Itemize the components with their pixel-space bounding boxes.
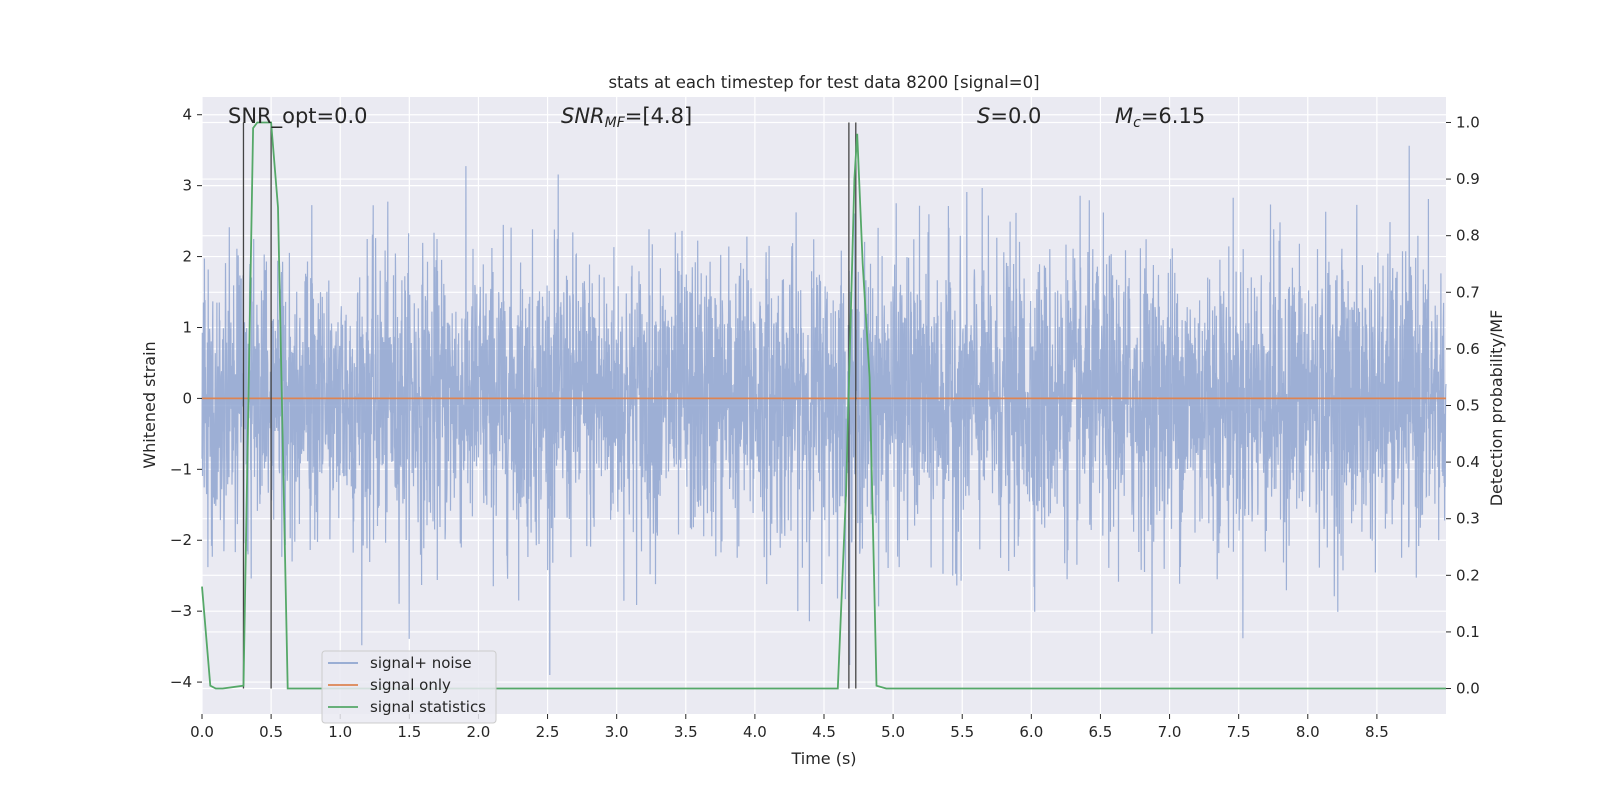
y-tick-label: 2	[182, 248, 192, 266]
y-axis-label: Whitened strain	[140, 341, 159, 468]
y2-tick-label: 0.4	[1456, 453, 1480, 471]
y2-tick-label: 0.5	[1456, 397, 1480, 415]
series-signal-statistics-line	[201, 121, 1446, 690]
x-tick-label: 7.0	[1158, 723, 1182, 741]
y-tick-label: −4	[170, 673, 192, 691]
x-tick-label: 2.0	[467, 723, 491, 741]
legend-label-signal-noise: signal+ noise	[370, 654, 472, 672]
annotation-mc: Mc=6.15	[1115, 104, 1205, 131]
y-tick-label: −3	[170, 602, 192, 620]
x-tick-label: 2.5	[536, 723, 560, 741]
x-tick-label: 6.5	[1089, 723, 1113, 741]
annotation-snr-opt: SNR_opt=0.0	[228, 104, 368, 129]
y2-tick-label: 0.7	[1456, 283, 1480, 301]
y-tick-label: −1	[170, 460, 192, 478]
x-tick-label: 8.5	[1365, 723, 1389, 741]
chart-title: stats at each timestep for test data 820…	[608, 73, 1039, 92]
annotation-s-main: S	[977, 104, 990, 128]
x-tick-label: 4.5	[812, 723, 836, 741]
x-tick-label: 8.0	[1296, 723, 1320, 741]
legend-label-signal-statistics: signal statistics	[370, 698, 486, 716]
plot-area	[201, 121, 1447, 690]
annotation-mc-main: M	[1115, 104, 1133, 128]
y2-tick-label: 0.0	[1456, 680, 1480, 698]
x-tick-label: 3.5	[674, 723, 698, 741]
y-tick-label: 4	[182, 106, 192, 124]
annotation-snr-mf: SNRMF=[4.8]	[561, 104, 692, 131]
annotation-s: S=0.0	[977, 104, 1041, 128]
legend: signal+ noise signal only signal statist…	[321, 650, 497, 724]
x-tick-label: 5.5	[950, 723, 974, 741]
y2-axis-label: Detection probability/MF	[1487, 310, 1506, 507]
y-tick-label: 1	[182, 318, 192, 336]
x-tick-label: 0.0	[190, 723, 214, 741]
annotation-s-value: =0.0	[990, 104, 1041, 128]
x-tick-label: 4.0	[743, 723, 767, 741]
y2-tick-label: 0.9	[1456, 170, 1480, 188]
y2-tick-label: 0.3	[1456, 510, 1480, 528]
y2-tick-label: 0.8	[1456, 227, 1480, 245]
x-tick-label: 0.5	[259, 723, 283, 741]
x-tick-label: 7.5	[1227, 723, 1251, 741]
y-tick-label: 3	[182, 177, 192, 195]
annotation-mc-value: =6.15	[1141, 104, 1205, 128]
y2-axis-ticks: 1.0 0.9 0.8 0.7 0.6 0.5 0.4 0.3 0.2 0.1 0.0	[1446, 113, 1480, 698]
x-axis-label: Time (s)	[790, 749, 856, 768]
x-tick-label: 6.0	[1019, 723, 1043, 741]
y2-tick-label: 0.2	[1456, 566, 1480, 584]
annotation-snr-mf-main: SNR	[561, 104, 605, 128]
legend-label-signal-only: signal only	[370, 676, 451, 694]
y-tick-label: −2	[170, 531, 192, 549]
x-tick-label: 5.0	[881, 723, 905, 741]
y-tick-label: 0	[182, 389, 192, 407]
x-tick-label: 3.0	[605, 723, 629, 741]
annotation-snr-mf-sub: MF	[605, 115, 626, 131]
x-tick-label: 1.0	[328, 723, 352, 741]
x-axis-ticks: 0.0 0.5 1.0 1.5 2.0 2.5 3.0 3.5 4.0 4.5 5.0 5.5 6.0 6…	[190, 714, 1389, 741]
annotation-snr-mf-value: =[4.8]	[625, 104, 692, 128]
series-signal-noise-line	[201, 145, 1447, 676]
x-tick-label: 1.5	[397, 723, 421, 741]
y2-tick-label: 1.0	[1456, 113, 1480, 131]
y-axis-ticks: 4 3 2 1 0 −1 −2 −3 −4	[170, 106, 202, 691]
y2-tick-label: 0.1	[1456, 623, 1480, 641]
annotation-mc-sub: c	[1133, 115, 1141, 131]
y2-tick-label: 0.6	[1456, 340, 1480, 358]
legend-box	[321, 650, 497, 724]
